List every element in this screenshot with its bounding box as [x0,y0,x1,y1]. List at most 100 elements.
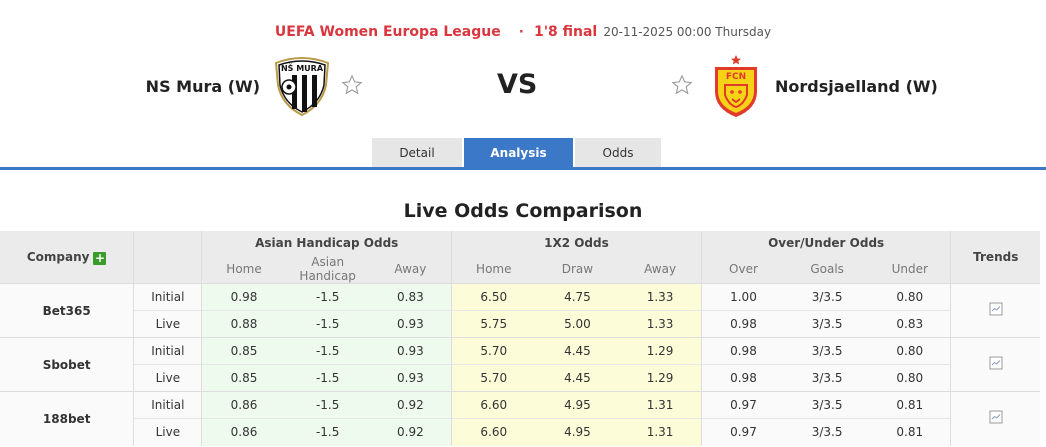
ah-handicap: -1.5 [285,418,370,446]
x12-home-odds: 5.75 [451,310,536,338]
trend-cell [950,337,1040,392]
x12-home-odds: 5.70 [451,337,536,365]
ou-under-odds: 0.81 [869,391,952,419]
ah-away-odds: 0.93 [369,364,453,392]
ou-over-odds: 0.98 [701,337,786,365]
tab-detail[interactable]: Detail [372,138,462,168]
odds-type: Initial [133,337,203,365]
odds-type: Live [133,310,203,338]
ou-goals: 3/3.5 [785,337,870,365]
match-round: 1'8 final [533,24,598,40]
x12-away-odds: 1.29 [619,364,702,392]
company-name[interactable]: Bet365 [0,283,135,338]
ah-handicap-subheader: Asian Handicap [285,255,370,284]
ah-away-odds: 0.83 [369,283,453,311]
x12-away-odds: 1.29 [619,337,702,365]
separator-dot: · [518,25,524,40]
odds-comparison-table: Company + Asian Handicap Odds 1X2 Odds Ov… [0,231,1040,446]
ou-under-odds: 0.80 [869,283,952,311]
ou-goals: 3/3.5 [785,283,870,311]
home-team-name[interactable]: NS Mura (W) [145,77,260,96]
odds-type: Live [133,418,203,446]
table-row: Live 0.88 -1.5 0.93 5.75 5.00 1.33 0.98 … [0,310,1040,338]
x12-draw-odds: 4.45 [535,364,620,392]
ou-over-odds: 0.98 [701,364,786,392]
favorite-away-star-icon[interactable] [671,74,693,96]
ah-home-odds: 0.88 [201,310,286,338]
ou-goals: 3/3.5 [785,310,870,338]
ou-over-odds: 0.97 [701,418,786,446]
league-name[interactable]: UEFA Women Europa League [274,24,501,40]
section-title: Live Odds Comparison [403,200,643,222]
table-row: Sbobet Initial 0.85 -1.5 0.93 5.70 4.45 … [0,337,1040,392]
match-tabs: Detail Analysis Odds [372,138,661,168]
odds-type: Initial [133,391,203,419]
ou-goals: 3/3.5 [785,418,870,446]
ou-under-subheader: Under [869,255,952,284]
ah-away-odds: 0.92 [369,418,453,446]
x12-draw-odds: 4.75 [535,283,620,311]
company-header: Company + [0,231,135,284]
x12-draw-odds: 4.95 [535,391,620,419]
x12-home-odds: 6.50 [451,283,536,311]
company-name[interactable]: 188bet [0,391,135,446]
tab-analysis[interactable]: Analysis [464,138,573,168]
table-row: 188bet Initial 0.86 -1.5 0.92 6.60 4.95 … [0,391,1040,446]
ah-home-subheader: Home [201,255,286,284]
ou-over-odds: 0.97 [701,391,786,419]
ou-over-subheader: Over [701,255,786,284]
tab-underline-divider [0,167,1046,170]
table-row: Bet365 Initial 0.98 -1.5 0.83 6.50 4.75 … [0,283,1040,338]
table-row: Live 0.85 -1.5 0.93 5.70 4.45 1.29 0.98 … [0,364,1040,392]
x12-home-odds: 6.60 [451,391,536,419]
table-row: Live 0.86 -1.5 0.92 6.60 4.95 1.31 0.97 … [0,418,1040,446]
ou-goals: 3/3.5 [785,364,870,392]
odds-type: Initial [133,283,203,311]
trend-cell [950,391,1040,446]
home-team-logo: NŠ MURA [274,57,330,117]
x12-draw-odds: 4.95 [535,418,620,446]
vs-label: VS [497,69,538,100]
ou-under-odds: 0.81 [869,418,952,446]
svg-text:FCN: FCN [726,72,746,82]
line-chart-icon[interactable] [989,356,1003,370]
line-chart-icon[interactable] [989,410,1003,424]
ah-handicap: -1.5 [285,310,370,338]
over-under-header: Over/Under Odds [701,231,952,255]
trends-header: Trends [950,231,1040,284]
line-chart-icon[interactable] [989,302,1003,316]
ah-handicap: -1.5 [285,283,370,311]
type-header [133,231,203,284]
ah-home-odds: 0.86 [201,391,286,419]
ah-home-odds: 0.98 [201,283,286,311]
trend-cell [950,283,1040,338]
ou-goals: 3/3.5 [785,391,870,419]
x12-draw-odds: 5.00 [535,310,620,338]
ou-under-odds: 0.80 [869,364,952,392]
away-team-name[interactable]: Nordsjaelland (W) [775,77,938,96]
ah-home-odds: 0.86 [201,418,286,446]
tab-odds[interactable]: Odds [575,138,661,168]
company-name[interactable]: Sbobet [0,337,135,392]
ou-under-odds: 0.83 [869,310,952,338]
match-datetime: 20-11-2025 00:00 Thursday [603,25,772,39]
ou-under-odds: 0.80 [869,337,952,365]
ou-over-odds: 0.98 [701,310,786,338]
x12-away-odds: 1.31 [619,418,702,446]
plus-icon[interactable]: + [93,250,107,265]
asian-handicap-header: Asian Handicap Odds [201,231,453,255]
ah-handicap: -1.5 [285,391,370,419]
ou-goals-subheader: Goals [785,255,870,284]
x12-draw-subheader: Draw [535,255,620,284]
x12-header: 1X2 Odds [451,231,702,255]
x12-away-subheader: Away [619,255,702,284]
x12-away-odds: 1.33 [619,283,702,311]
ah-home-odds: 0.85 [201,364,286,392]
ah-away-odds: 0.92 [369,391,453,419]
favorite-home-star-icon[interactable] [341,74,363,96]
ah-away-odds: 0.93 [369,310,453,338]
x12-home-odds: 5.70 [451,364,536,392]
x12-home-subheader: Home [451,255,536,284]
svg-text:NŠ MURA: NŠ MURA [281,62,324,73]
ah-handicap: -1.5 [285,337,370,365]
